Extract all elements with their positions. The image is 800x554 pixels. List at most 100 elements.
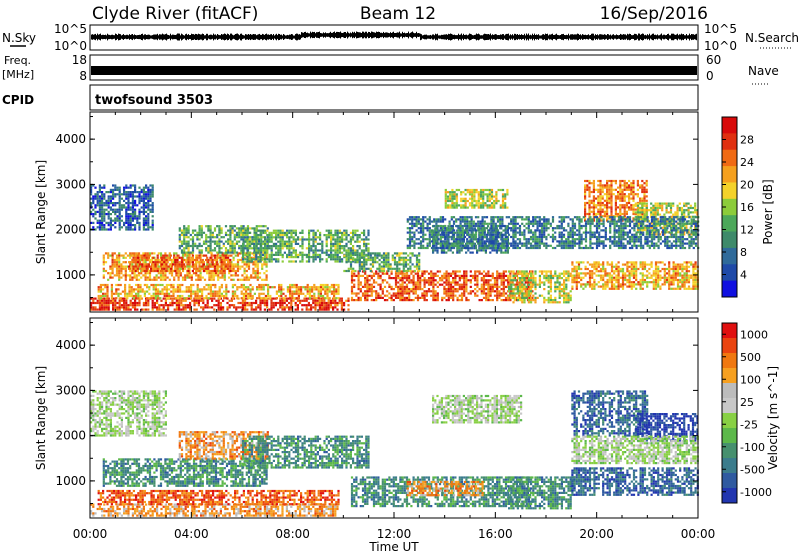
power-cell [258,283,261,287]
power-cell [314,258,317,261]
power-cell [134,188,137,191]
nsky-sample [206,33,207,41]
nsky-sample [358,32,359,38]
power-cell [201,294,204,298]
nsky-sample [664,34,665,40]
power-cell [386,299,389,302]
power-cell [120,304,123,307]
power-cell [231,247,234,250]
power-cell [136,256,139,259]
power-cell [447,299,450,302]
power-cell [194,265,197,268]
power-cell [156,258,159,262]
power-cell [264,283,267,287]
power-cell [127,213,130,216]
power-cell [225,297,228,300]
power-cell [152,294,155,298]
power-cell [476,251,479,254]
power-cell [115,297,118,300]
power-cell [397,294,400,297]
power-cell [454,294,457,297]
power-cell [127,191,130,194]
power-cell [181,267,185,270]
nsky-sample [337,31,338,39]
power-cell [338,297,341,300]
power-cell [285,306,288,309]
power-cell [183,233,186,237]
power-cell [134,217,137,220]
power-cell [366,288,369,291]
power-cell [372,299,376,302]
power-cell [438,270,442,273]
power-cell [386,281,389,284]
power-cell [113,258,116,262]
power-cell [205,258,208,262]
power-cell [314,253,317,256]
power-cell [357,281,360,284]
power-cell [354,240,357,243]
power-cell [399,285,402,288]
power-cell [390,294,393,297]
power-cell [349,242,352,245]
nsky-sample [533,35,534,39]
power-cell [189,308,192,311]
power-cell [147,195,150,198]
power-cell [112,304,115,307]
power-cell [502,281,505,284]
power-cell [412,285,415,288]
power-cell [394,285,398,288]
power-cell [234,272,237,275]
power-cell [323,251,326,254]
power-cell [471,290,475,293]
power-cell [90,301,93,305]
power-cell [125,308,128,311]
power-cell [124,286,127,289]
power-cell [360,263,364,266]
power-cell [184,254,187,257]
power-cell [260,297,263,300]
power-cell [345,229,348,232]
power-cell [301,242,304,245]
power-cell [131,195,134,198]
power-cell [147,219,150,222]
nsky-sample [376,31,377,39]
nsky-sample [131,34,132,40]
nsky-sample [396,32,397,38]
power-cell [202,261,205,264]
nsky-sample [135,35,136,39]
power-cell [524,277,527,280]
nsky-sample [144,34,145,40]
nsky-sample [469,33,470,41]
power-cell [415,258,419,262]
power-cell [118,188,121,191]
power-cell [102,267,105,270]
power-cell [323,301,326,305]
power-cell [394,296,398,299]
power-cell [189,238,192,241]
power-cell [99,283,102,287]
power-cell [403,290,406,293]
power-cell [212,283,215,287]
power-cell [275,236,278,239]
power-cell [98,202,101,205]
power-cell [349,267,353,270]
power-cell [129,256,132,259]
power-cell [502,270,505,273]
power-cell [356,256,359,259]
power-cell [325,240,328,243]
power-cell [244,227,247,230]
power-cell [301,260,304,263]
nsky-sample [451,33,452,41]
power-cell [467,249,470,252]
power-cell [103,208,106,211]
power-cell [401,270,404,273]
nsky-sample [218,34,219,40]
power-cell [103,306,106,309]
power-cell [115,290,118,293]
power-cell [237,306,240,309]
power-cell [159,292,162,295]
power-cell [114,186,117,189]
nsky-sample [384,32,385,38]
power-cell [104,283,107,287]
nsky-sample [163,34,164,40]
